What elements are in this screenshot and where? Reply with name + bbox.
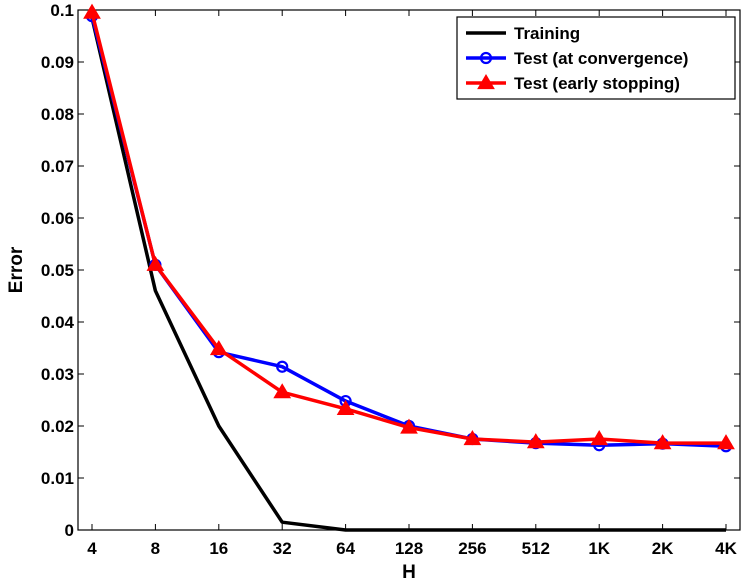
y-tick-label: 0.09 xyxy=(41,53,74,72)
x-tick-label: 128 xyxy=(395,539,423,558)
x-axis-title: H xyxy=(402,562,416,583)
data-point xyxy=(400,418,418,434)
legend-item: Test (early stopping) xyxy=(466,74,680,93)
y-axis: 0 0.01 0.02 0.03 0.04 0.05 0.06 0.07 0.08 0.09 0.1 xyxy=(41,1,740,540)
x-tick-label: 4 xyxy=(87,539,97,558)
x-tick-label: 256 xyxy=(458,539,486,558)
series-training xyxy=(90,17,726,532)
y-tick-label: 0.07 xyxy=(41,157,74,176)
data-point xyxy=(463,430,482,446)
y-tick-label: 0.03 xyxy=(41,365,74,384)
data-point xyxy=(83,3,101,19)
legend-item: Test (at convergence) xyxy=(466,49,688,68)
x-tick-label: 1K xyxy=(588,539,610,558)
series-test-early-stopping xyxy=(83,3,735,450)
data-point xyxy=(276,360,289,373)
legend-item: Training xyxy=(466,24,580,43)
y-tick-label: 0.04 xyxy=(41,313,75,332)
data-point xyxy=(653,434,672,450)
legend-marker xyxy=(477,74,495,90)
legend-marker xyxy=(479,51,493,65)
y-tick-label: 0.06 xyxy=(41,209,74,228)
series-layer xyxy=(83,3,735,532)
y-tick-label: 0.05 xyxy=(41,261,74,280)
x-tick-label: 8 xyxy=(151,539,160,558)
legend-label: Training xyxy=(514,24,580,43)
data-point xyxy=(526,433,545,449)
data-point xyxy=(146,255,165,271)
x-tick-label: 4K xyxy=(715,539,737,558)
legend-label: Test (early stopping) xyxy=(514,74,680,93)
y-axis-title: Error xyxy=(6,246,27,293)
legend: Training Test (at convergence) Test (early… xyxy=(456,16,736,100)
data-point xyxy=(336,399,355,415)
x-tick-label: 16 xyxy=(209,539,228,558)
data-point xyxy=(717,434,735,450)
y-tick-label: 0.02 xyxy=(41,417,74,436)
y-tick-label: 0.1 xyxy=(50,1,74,20)
x-axis: 4 8 16 32 64 128 256 512 1K 2K 4K xyxy=(87,10,738,558)
y-tick-label: 0.01 xyxy=(41,469,74,488)
y-tick-label: 0.08 xyxy=(41,105,74,124)
x-tick-label: 64 xyxy=(336,539,355,558)
data-point xyxy=(273,383,292,399)
y-tick-label: 0 xyxy=(65,521,74,540)
x-tick-label: 2K xyxy=(652,539,674,558)
legend-label: Test (at convergence) xyxy=(514,49,688,68)
data-point xyxy=(209,340,228,356)
series-line xyxy=(90,17,726,532)
x-tick-label: 512 xyxy=(522,539,550,558)
data-point xyxy=(590,430,609,446)
x-tick-label: 32 xyxy=(273,539,292,558)
